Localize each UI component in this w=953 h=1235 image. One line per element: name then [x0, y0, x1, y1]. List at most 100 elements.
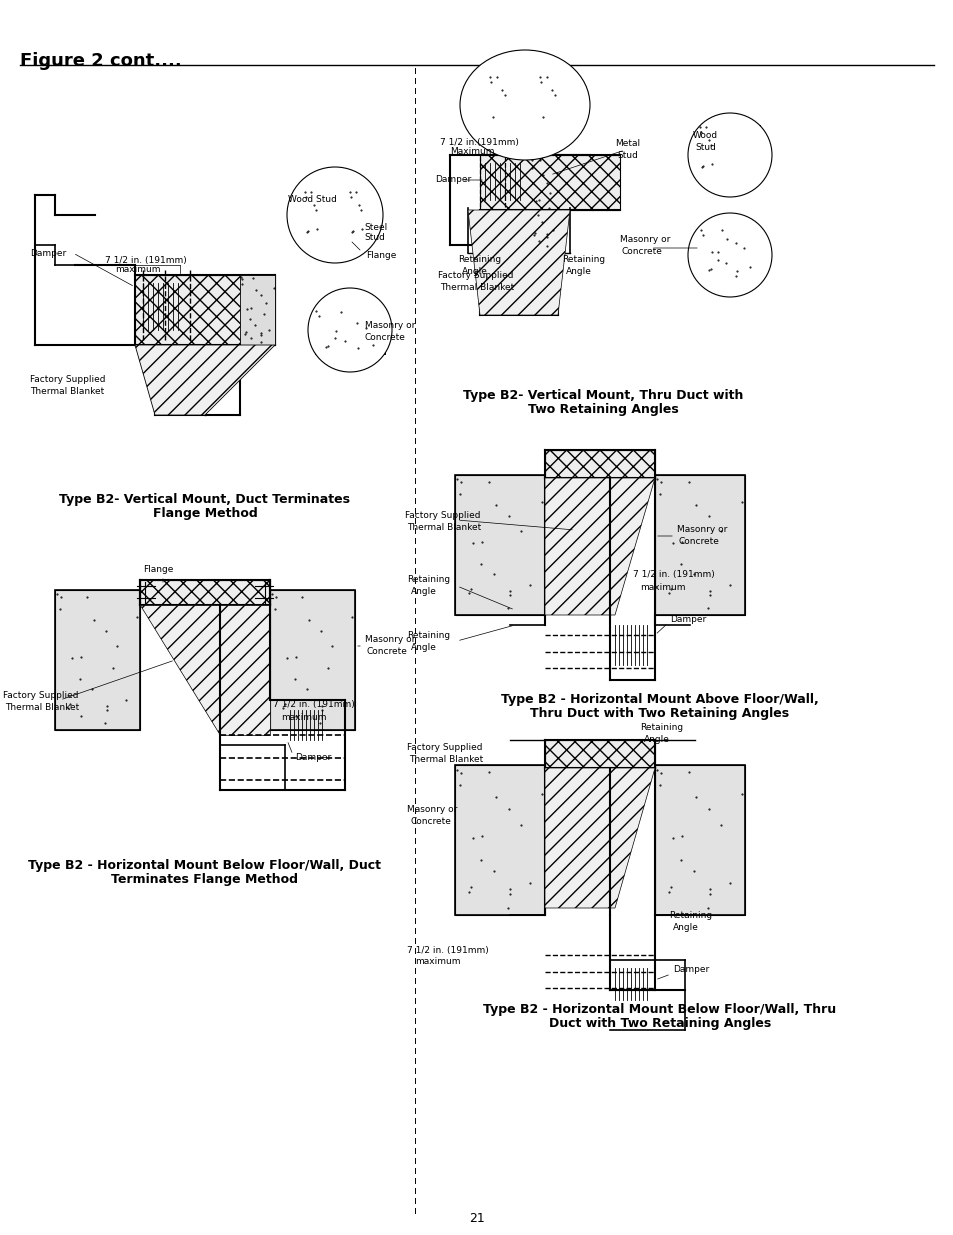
Bar	[655, 475, 744, 615]
Text: Masonry or: Masonry or	[365, 321, 415, 330]
Bar	[490, 75, 510, 125]
Text: maximum: maximum	[639, 583, 685, 592]
Text: maximum: maximum	[281, 713, 326, 721]
Text: Factory Supplied: Factory Supplied	[437, 270, 513, 279]
Bar	[700, 228, 760, 278]
Text: Angle: Angle	[565, 268, 591, 277]
Polygon shape	[140, 605, 270, 735]
Text: Retaining: Retaining	[639, 724, 682, 732]
Bar	[655, 764, 744, 915]
Text: Concrete: Concrete	[621, 247, 662, 257]
Bar	[314, 310, 385, 354]
Text: Masonry or: Masonry or	[677, 526, 726, 535]
Text: Masonry or: Masonry or	[407, 805, 456, 815]
Text: Concrete: Concrete	[411, 818, 452, 826]
Bar	[544, 450, 655, 478]
Bar	[240, 275, 274, 345]
Bar	[55, 590, 140, 730]
Bar	[455, 764, 544, 915]
Text: Angle: Angle	[643, 736, 669, 745]
Bar	[655, 764, 744, 915]
Text: Factory Supplied: Factory Supplied	[405, 510, 480, 520]
Text: Flange Method: Flange Method	[152, 508, 257, 520]
Polygon shape	[468, 210, 569, 315]
Bar	[55, 590, 140, 730]
Circle shape	[308, 288, 392, 372]
Text: Type B2 - Horizontal Mount Below Floor/Wall, Duct: Type B2 - Horizontal Mount Below Floor/W…	[29, 858, 381, 872]
Text: Wood Stud: Wood Stud	[288, 195, 336, 205]
Text: 7 1/2 in. (191mm): 7 1/2 in. (191mm)	[633, 571, 714, 579]
Bar	[350, 190, 365, 240]
Text: Figure 2 cont....: Figure 2 cont....	[20, 52, 182, 70]
Circle shape	[687, 212, 771, 296]
Text: Two Retaining Angles: Two Retaining Angles	[527, 403, 678, 415]
Bar	[700, 125, 714, 175]
Bar	[539, 75, 559, 125]
Bar	[455, 475, 544, 615]
Bar	[455, 764, 544, 915]
Text: Flange: Flange	[366, 251, 395, 259]
Bar	[305, 190, 365, 240]
Text: Type B2- Vertical Mount, Duct Terminates: Type B2- Vertical Mount, Duct Terminates	[59, 494, 350, 506]
Bar	[270, 590, 355, 730]
Text: Concrete: Concrete	[679, 537, 720, 547]
Text: Damper: Damper	[672, 966, 708, 974]
Text: Damper: Damper	[669, 615, 705, 625]
Bar	[270, 590, 355, 730]
Text: Factory Supplied: Factory Supplied	[3, 690, 78, 699]
Text: Angle: Angle	[672, 923, 699, 931]
Text: Concrete: Concrete	[367, 647, 408, 657]
Bar	[544, 740, 655, 768]
Text: Thermal Blanket: Thermal Blanket	[409, 756, 483, 764]
Text: Concrete: Concrete	[365, 332, 405, 342]
Bar	[305, 190, 319, 240]
Bar	[455, 475, 544, 615]
Bar	[479, 156, 619, 210]
Bar	[305, 190, 365, 240]
Bar	[314, 310, 385, 354]
Text: Duct with Two Retaining Angles: Duct with Two Retaining Angles	[548, 1018, 770, 1030]
Text: Masonry or: Masonry or	[619, 236, 670, 245]
Text: Thermal Blanket: Thermal Blanket	[5, 703, 79, 711]
Text: Stud: Stud	[364, 232, 384, 242]
Bar	[700, 125, 760, 175]
Bar	[700, 228, 760, 278]
Polygon shape	[544, 478, 655, 615]
Text: Angle: Angle	[411, 588, 436, 597]
Bar	[530, 156, 558, 249]
Text: Thermal Blanket: Thermal Blanket	[30, 388, 104, 396]
Text: Thru Duct with Two Retaining Angles: Thru Duct with Two Retaining Angles	[530, 708, 789, 720]
Ellipse shape	[459, 49, 589, 161]
Polygon shape	[135, 345, 274, 415]
Text: Stud: Stud	[695, 142, 715, 152]
Text: Wood: Wood	[692, 131, 718, 140]
Bar	[135, 275, 274, 345]
Text: Thermal Blanket: Thermal Blanket	[407, 522, 480, 531]
Text: Damper: Damper	[30, 248, 66, 258]
Text: 7 1/2 in. (191mm): 7 1/2 in. (191mm)	[105, 256, 187, 264]
Bar	[700, 125, 760, 175]
Text: Type B2 - Horizontal Mount Above Floor/Wall,: Type B2 - Horizontal Mount Above Floor/W…	[500, 694, 818, 706]
Text: Retaining: Retaining	[457, 256, 500, 264]
Bar	[490, 75, 559, 125]
Text: Factory Supplied: Factory Supplied	[30, 375, 106, 384]
Text: Type B2- Vertical Mount, Thru Duct with: Type B2- Vertical Mount, Thru Duct with	[462, 389, 742, 401]
Text: Masonry or: Masonry or	[365, 636, 415, 645]
Text: Flange: Flange	[143, 566, 173, 574]
Text: Maximum: Maximum	[450, 147, 494, 157]
Text: 7 1/2 in. (191mm): 7 1/2 in. (191mm)	[407, 946, 488, 955]
Text: Damper: Damper	[294, 753, 331, 762]
Text: Retaining: Retaining	[561, 256, 604, 264]
Text: Angle: Angle	[411, 642, 436, 652]
Text: 7 1/2 in. (191mm): 7 1/2 in. (191mm)	[273, 700, 355, 709]
Text: Terminates Flange Method: Terminates Flange Method	[112, 872, 298, 885]
Text: 7 1/2 in.(191mm): 7 1/2 in.(191mm)	[439, 137, 518, 147]
Text: Angle: Angle	[461, 268, 487, 277]
Text: Type B2 - Horizontal Mount Below Floor/Wall, Thru: Type B2 - Horizontal Mount Below Floor/W…	[483, 1004, 836, 1016]
Text: Thermal Blanket: Thermal Blanket	[439, 283, 514, 291]
Polygon shape	[544, 768, 655, 908]
Text: Retaining: Retaining	[407, 631, 450, 640]
Text: maximum: maximum	[415, 957, 460, 967]
Text: maximum: maximum	[115, 266, 160, 274]
Bar	[510, 80, 537, 125]
